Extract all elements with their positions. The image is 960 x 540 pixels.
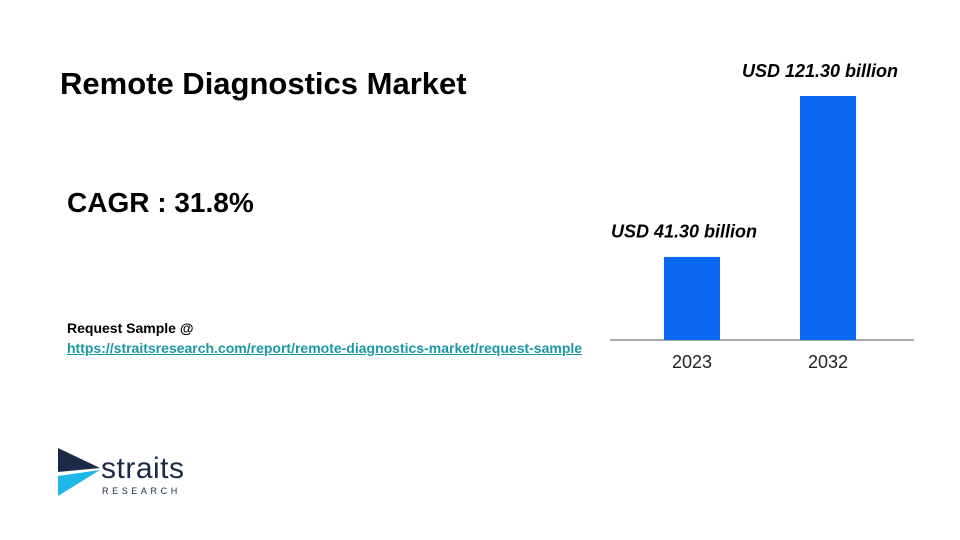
value-label: USD 41.30 billion xyxy=(611,222,757,242)
request-label: Request Sample @ xyxy=(67,320,194,336)
cagr: CAGR : 31.8% xyxy=(67,187,254,218)
value-label: USD 121.30 billion xyxy=(742,61,898,81)
bar xyxy=(664,256,720,340)
x-tick-label: 2032 xyxy=(808,352,848,372)
request-link[interactable]: https://straitsresearch.com/report/remot… xyxy=(67,340,583,356)
bar xyxy=(800,96,856,340)
x-tick-label: 2023 xyxy=(672,352,712,372)
logo-mark xyxy=(58,448,100,496)
logo-sub: RESEARCH xyxy=(102,486,181,496)
logo-name: straits xyxy=(101,452,185,485)
chart-title: Remote Diagnostics Market xyxy=(60,66,467,101)
